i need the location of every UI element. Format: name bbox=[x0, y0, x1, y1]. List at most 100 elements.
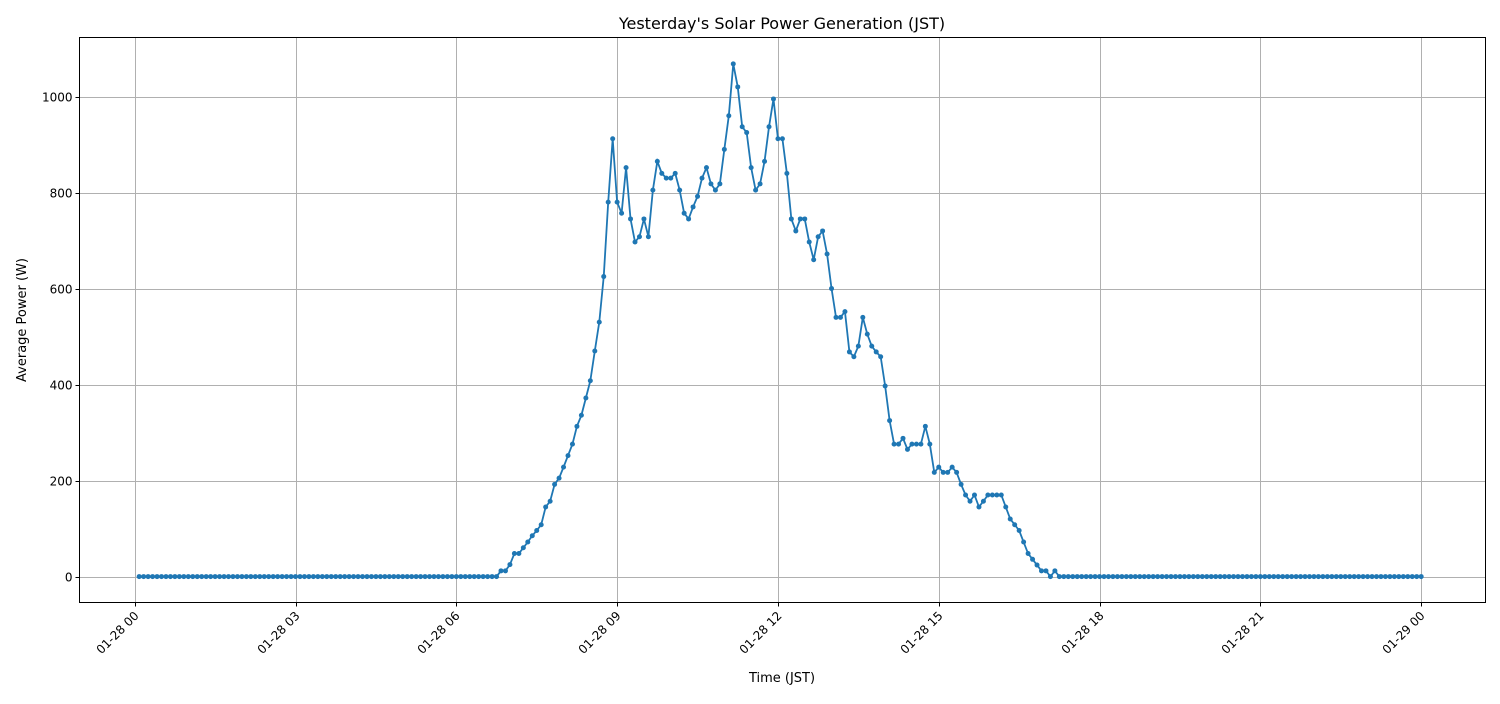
data-point bbox=[708, 181, 714, 187]
data-point bbox=[319, 574, 325, 580]
data-point bbox=[141, 574, 147, 580]
data-point bbox=[1391, 574, 1397, 580]
data-point bbox=[936, 464, 942, 470]
data-point bbox=[1266, 574, 1272, 580]
data-point bbox=[1043, 568, 1049, 574]
data-point bbox=[476, 574, 482, 580]
data-point bbox=[1021, 539, 1027, 545]
data-point bbox=[1257, 574, 1263, 580]
data-point bbox=[547, 498, 553, 504]
y-tick-label: 400 bbox=[50, 379, 73, 393]
data-point bbox=[628, 216, 634, 222]
data-point bbox=[1181, 574, 1187, 580]
data-point bbox=[971, 492, 977, 498]
data-point bbox=[900, 435, 906, 441]
data-point bbox=[261, 574, 267, 580]
data-point bbox=[355, 574, 361, 580]
data-point bbox=[1172, 574, 1178, 580]
data-point bbox=[301, 574, 307, 580]
data-point bbox=[494, 574, 500, 580]
data-point bbox=[1052, 568, 1058, 574]
data-point bbox=[1387, 574, 1393, 580]
data-point bbox=[1083, 574, 1089, 580]
data-point bbox=[1119, 574, 1125, 580]
data-point bbox=[963, 492, 969, 498]
data-point bbox=[654, 158, 660, 164]
data-point bbox=[833, 314, 839, 320]
data-point bbox=[632, 239, 638, 245]
data-point bbox=[770, 96, 776, 102]
data-point bbox=[641, 216, 647, 222]
data-point bbox=[288, 574, 294, 580]
data-point bbox=[1199, 574, 1205, 580]
data-point bbox=[645, 234, 651, 240]
data-point bbox=[614, 199, 620, 205]
data-point bbox=[672, 170, 678, 176]
data-point bbox=[887, 418, 893, 424]
data-point bbox=[1105, 574, 1111, 580]
data-point bbox=[1074, 574, 1080, 580]
data-point bbox=[601, 274, 607, 280]
data-point bbox=[1034, 562, 1040, 568]
data-point bbox=[779, 136, 785, 142]
data-point bbox=[529, 533, 535, 539]
data-point bbox=[431, 574, 437, 580]
data-point bbox=[1365, 574, 1371, 580]
data-point bbox=[1101, 574, 1107, 580]
data-point bbox=[418, 574, 424, 580]
data-point bbox=[1311, 574, 1317, 580]
data-point bbox=[574, 423, 580, 429]
data-point bbox=[681, 210, 687, 216]
data-point bbox=[1168, 574, 1174, 580]
data-point bbox=[1208, 574, 1214, 580]
data-point bbox=[520, 545, 526, 551]
data-point bbox=[1012, 522, 1018, 528]
data-point bbox=[1280, 574, 1286, 580]
data-point bbox=[422, 574, 428, 580]
data-point bbox=[159, 574, 165, 580]
data-point bbox=[1284, 574, 1290, 580]
data-point bbox=[1275, 574, 1281, 580]
data-point bbox=[368, 574, 374, 580]
data-point bbox=[1253, 574, 1259, 580]
data-point bbox=[1150, 574, 1156, 580]
data-point bbox=[913, 441, 919, 447]
data-point bbox=[176, 574, 182, 580]
y-axis-label: Average Power (W) bbox=[15, 258, 30, 382]
data-point bbox=[793, 228, 799, 234]
data-point bbox=[279, 574, 285, 580]
data-point bbox=[855, 343, 861, 349]
data-point bbox=[315, 574, 321, 580]
data-point bbox=[467, 574, 473, 580]
data-point bbox=[266, 574, 272, 580]
data-point bbox=[471, 574, 477, 580]
data-point bbox=[1244, 574, 1250, 580]
data-point bbox=[967, 498, 973, 504]
data-point bbox=[1235, 574, 1241, 580]
data-point bbox=[284, 574, 290, 580]
data-point bbox=[248, 574, 254, 580]
data-point bbox=[351, 574, 357, 580]
data-point bbox=[1132, 574, 1138, 580]
data-point bbox=[458, 574, 464, 580]
data-point bbox=[811, 257, 817, 263]
data-point bbox=[1016, 527, 1022, 533]
data-point bbox=[1061, 574, 1067, 580]
data-point bbox=[525, 539, 531, 545]
data-point bbox=[1047, 574, 1053, 580]
data-point bbox=[1329, 574, 1335, 580]
x-tick-label: 01-28 00 bbox=[94, 609, 142, 657]
data-point bbox=[190, 574, 196, 580]
data-point bbox=[1405, 574, 1411, 580]
data-point bbox=[636, 234, 642, 240]
data-point bbox=[797, 216, 803, 222]
data-point bbox=[949, 464, 955, 470]
axis-ticks: 01-28 00 01-28 03 01-28 06 01-28 09 01-28 12… bbox=[42, 91, 1428, 657]
data-point bbox=[1030, 556, 1036, 562]
power-series bbox=[136, 61, 1424, 580]
data-point bbox=[534, 527, 540, 533]
data-point bbox=[842, 309, 848, 315]
x-axis-label: Time (JST) bbox=[748, 671, 815, 686]
x-tick-label: 01-28 03 bbox=[255, 609, 303, 657]
plot-frame bbox=[79, 37, 1486, 603]
